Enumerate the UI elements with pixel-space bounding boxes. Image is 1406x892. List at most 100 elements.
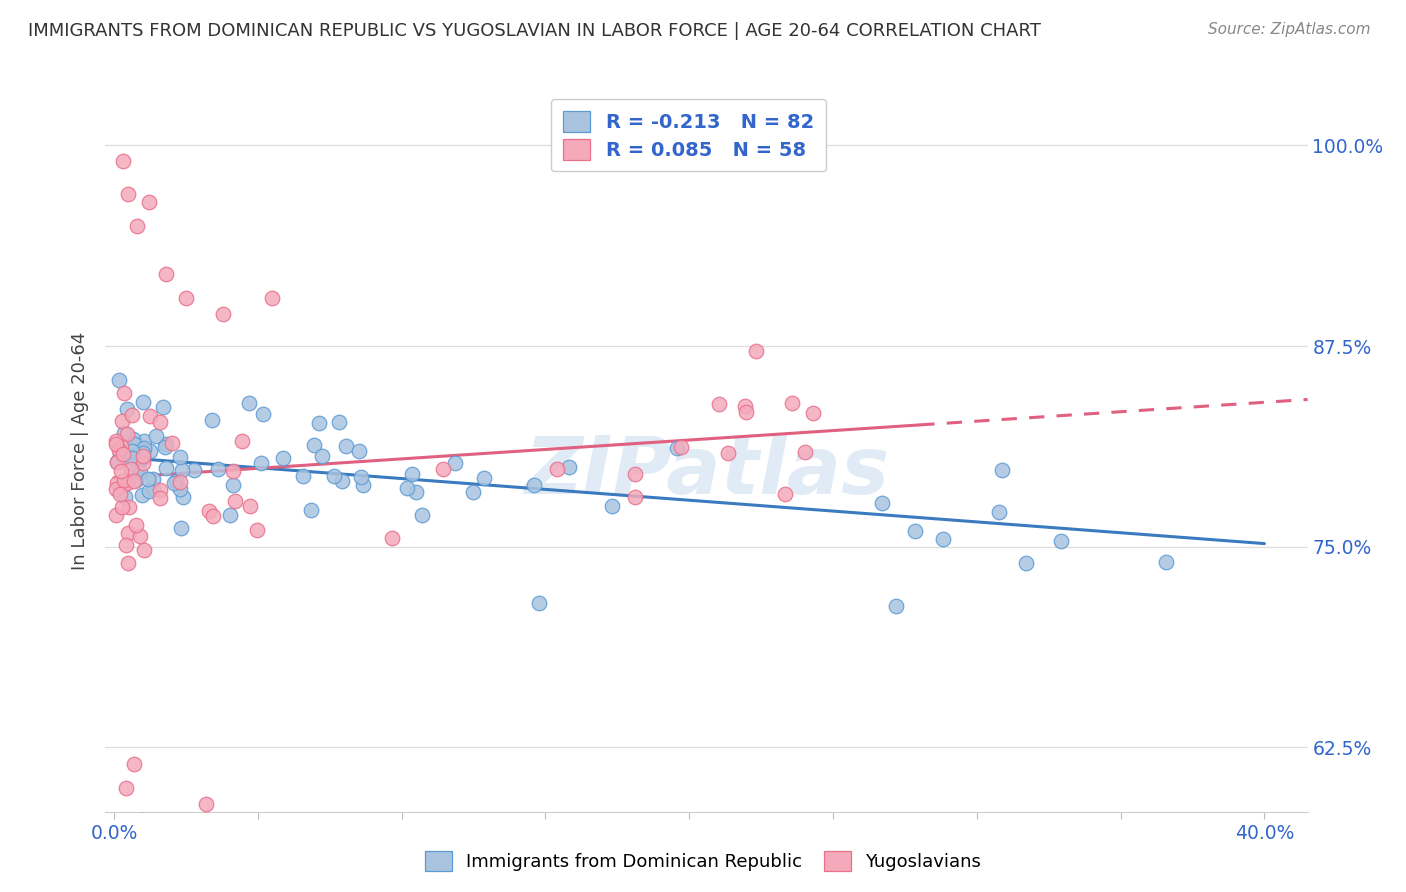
Point bbox=[127, 461, 149, 475]
Point bbox=[249, 456, 271, 470]
Point bbox=[105, 454, 128, 468]
Point bbox=[330, 474, 353, 488]
Point bbox=[195, 797, 218, 811]
Point bbox=[546, 462, 568, 476]
Point bbox=[299, 503, 322, 517]
Point bbox=[165, 474, 187, 488]
Point bbox=[990, 463, 1012, 477]
Point bbox=[104, 434, 127, 448]
Point bbox=[105, 476, 128, 491]
Point bbox=[624, 490, 647, 504]
Point bbox=[114, 490, 136, 504]
Point bbox=[125, 473, 148, 487]
Point bbox=[302, 438, 325, 452]
Point bbox=[335, 439, 357, 453]
Point bbox=[149, 491, 172, 505]
Point bbox=[122, 437, 145, 451]
Point bbox=[110, 439, 132, 453]
Point bbox=[174, 291, 197, 305]
Point bbox=[160, 436, 183, 450]
Point bbox=[395, 482, 418, 496]
Point bbox=[118, 500, 141, 515]
Point bbox=[623, 467, 645, 481]
Point bbox=[153, 440, 176, 454]
Point bbox=[142, 472, 165, 486]
Legend: Immigrants from Dominican Republic, Yugoslavians: Immigrants from Dominican Republic, Yugo… bbox=[418, 844, 988, 879]
Point bbox=[139, 443, 162, 458]
Point bbox=[105, 455, 128, 469]
Point bbox=[122, 432, 145, 446]
Point bbox=[127, 219, 149, 233]
Point bbox=[155, 461, 177, 475]
Point bbox=[201, 412, 224, 426]
Point bbox=[239, 499, 262, 513]
Point bbox=[139, 409, 162, 424]
Point bbox=[1154, 555, 1177, 569]
Point bbox=[132, 448, 155, 462]
Point bbox=[117, 402, 139, 417]
Point bbox=[169, 450, 191, 464]
Point bbox=[884, 599, 907, 613]
Point bbox=[780, 396, 803, 410]
Point bbox=[145, 429, 167, 443]
Point bbox=[169, 475, 191, 489]
Point bbox=[222, 464, 245, 478]
Point bbox=[405, 485, 427, 500]
Point bbox=[734, 399, 756, 413]
Point bbox=[117, 445, 139, 459]
Point bbox=[523, 478, 546, 492]
Point bbox=[558, 459, 581, 474]
Point bbox=[122, 756, 145, 771]
Point bbox=[350, 469, 373, 483]
Point bbox=[1015, 556, 1038, 570]
Point bbox=[311, 450, 333, 464]
Point bbox=[717, 446, 740, 460]
Point bbox=[108, 442, 131, 457]
Point bbox=[932, 533, 955, 547]
Point bbox=[111, 154, 134, 169]
Point bbox=[111, 414, 134, 428]
Point bbox=[132, 449, 155, 463]
Point bbox=[793, 444, 815, 458]
Point bbox=[222, 478, 245, 492]
Point bbox=[131, 451, 153, 466]
Point bbox=[308, 416, 330, 430]
Point bbox=[172, 491, 194, 505]
Y-axis label: In Labor Force | Age 20-64: In Labor Force | Age 20-64 bbox=[72, 331, 90, 570]
Point bbox=[401, 467, 423, 482]
Point bbox=[121, 408, 143, 422]
Point bbox=[128, 442, 150, 456]
Point bbox=[120, 462, 142, 476]
Point bbox=[472, 471, 495, 485]
Point bbox=[121, 451, 143, 466]
Point bbox=[352, 478, 374, 492]
Point bbox=[349, 443, 371, 458]
Point bbox=[224, 494, 246, 508]
Point bbox=[198, 504, 221, 518]
Text: ZIPatlas: ZIPatlas bbox=[524, 434, 889, 511]
Point bbox=[112, 425, 135, 440]
Point bbox=[240, 845, 263, 859]
Point bbox=[238, 396, 260, 410]
Point bbox=[155, 829, 177, 843]
Point bbox=[104, 482, 127, 496]
Point bbox=[231, 434, 253, 448]
Point bbox=[870, 496, 893, 510]
Point bbox=[152, 400, 174, 414]
Point bbox=[125, 517, 148, 532]
Point bbox=[201, 509, 224, 524]
Point bbox=[108, 372, 131, 386]
Point bbox=[112, 473, 135, 487]
Point bbox=[132, 442, 155, 456]
Point bbox=[114, 780, 136, 795]
Point bbox=[138, 484, 160, 499]
Text: IMMIGRANTS FROM DOMINICAN REPUBLIC VS YUGOSLAVIAN IN LABOR FORCE | AGE 20-64 COR: IMMIGRANTS FROM DOMINICAN REPUBLIC VS YU… bbox=[28, 22, 1040, 40]
Point bbox=[115, 426, 138, 441]
Point bbox=[987, 505, 1010, 519]
Point bbox=[142, 482, 165, 496]
Point bbox=[115, 475, 138, 490]
Point bbox=[669, 440, 692, 454]
Point bbox=[132, 813, 155, 827]
Point bbox=[132, 456, 155, 470]
Point bbox=[111, 500, 134, 514]
